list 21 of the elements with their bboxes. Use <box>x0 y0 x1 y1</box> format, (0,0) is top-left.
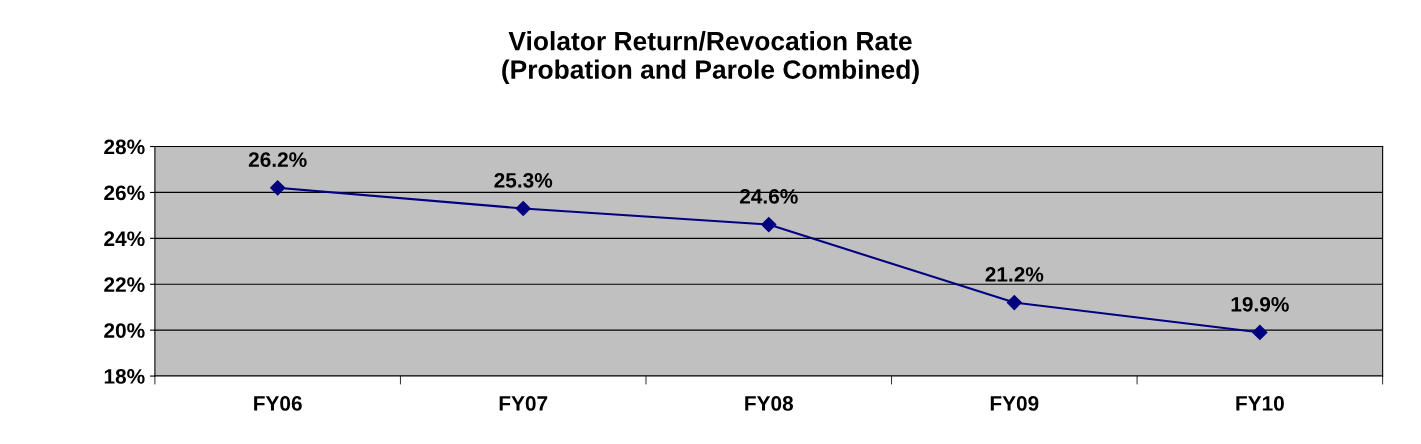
x-tick-label: FY06 <box>254 396 302 411</box>
y-tick-label: 28% <box>104 139 145 155</box>
point <box>1006 295 1022 311</box>
x-tick-label: FY09 <box>990 396 1039 411</box>
point <box>515 200 531 217</box>
point <box>270 180 286 196</box>
x-tick-label: FY08 <box>745 396 794 411</box>
y-tick-label: 22% <box>104 277 145 292</box>
data-label: 26.2% <box>248 152 307 168</box>
data-label: 21.2% <box>985 267 1044 282</box>
y-tick-label: 20% <box>104 323 145 338</box>
x-tick-label: FY07 <box>499 396 548 411</box>
chart-title: Violator Return/Revocation Rate (Probation and Parole Combined) <box>502 31 919 85</box>
y-tick-label: 24% <box>104 231 145 247</box>
point <box>1252 324 1268 341</box>
data-label: 19.9% <box>1231 296 1289 312</box>
x-tick-label: FY10 <box>1236 396 1284 411</box>
y-tick-label: 26% <box>104 185 145 201</box>
y-tick-label: 18% <box>104 369 145 384</box>
data-label: 25.3% <box>494 172 553 188</box>
point <box>761 216 777 233</box>
